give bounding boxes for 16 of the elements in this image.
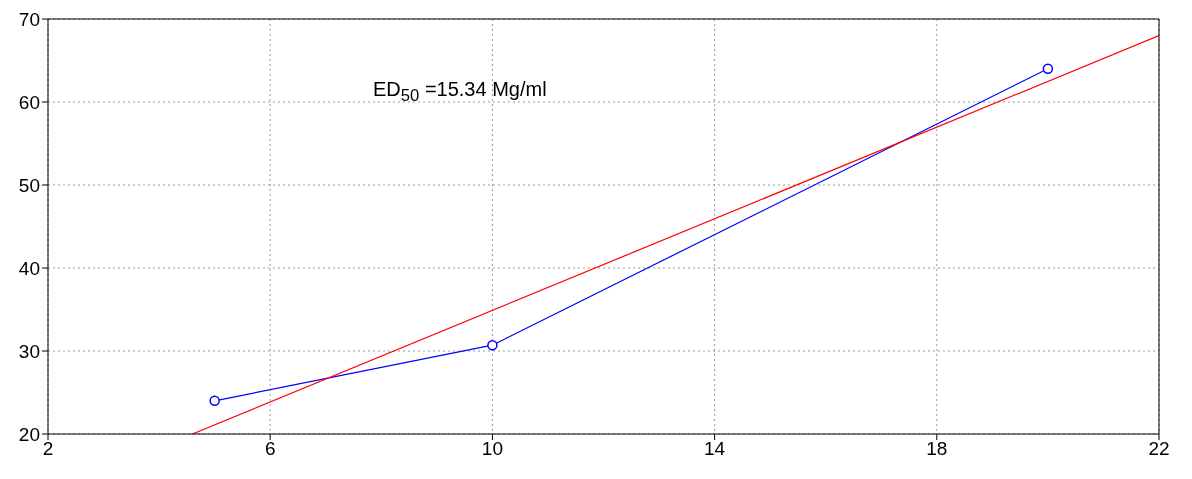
y-tick-label: 50 bbox=[18, 174, 40, 196]
x-tick-label: 18 bbox=[926, 438, 948, 460]
y-tick-label: 70 bbox=[18, 8, 40, 30]
x-tick-label: 6 bbox=[264, 438, 276, 460]
point bbox=[1042, 63, 1054, 75]
point bbox=[209, 395, 220, 407]
x-tick-label: 22 bbox=[1148, 438, 1170, 460]
y-tick-label: 60 bbox=[18, 91, 40, 113]
y-tick-label: 20 bbox=[18, 423, 40, 445]
x-tick-label: 2 bbox=[42, 438, 54, 460]
y-tick-label: 40 bbox=[18, 257, 40, 279]
annotation: ED$_{50}$ =15.34 Mg/ml bbox=[373, 78, 547, 106]
x-tick-label: 14 bbox=[704, 438, 726, 460]
x-tick-label: 10 bbox=[481, 438, 503, 460]
point bbox=[487, 339, 498, 351]
y-tick-label: 30 bbox=[18, 340, 40, 362]
